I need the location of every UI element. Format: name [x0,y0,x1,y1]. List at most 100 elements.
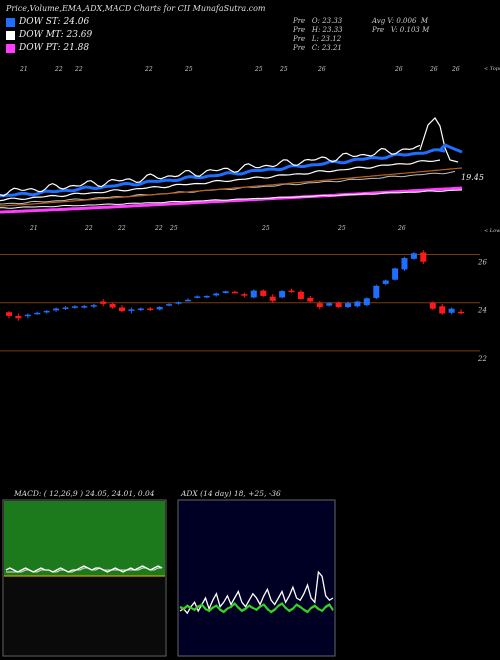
price-tick-label: 26 [477,258,487,266]
dow-st-label: DOW ST: 24.06 [19,17,90,27]
date-tick-top: 25 [184,66,193,73]
candle-body [100,301,107,304]
date-tick-top: 26 [394,66,403,73]
date-tick-top: 25 [279,66,288,73]
stat-avg-volume: Avg V: 0.006 M [372,17,429,25]
candle-body [345,303,351,308]
price-tick-label: 22 [477,355,487,363]
date-tick-top: 22 [74,66,83,73]
candle-body [213,293,220,296]
date-tick-bottom: 25 [337,225,346,232]
legend-dow-mt: DOW MT: 23.69 [6,30,92,40]
candle-body [429,302,436,309]
stat-prev-volume: Pre V: 0.103 M [372,26,430,34]
macd-green-fill [4,501,165,576]
candle-body [166,304,173,306]
candle-body [175,302,182,304]
candle-body [316,303,323,308]
candle-body [288,290,295,293]
dow-pt-label: DOW PT: 21.88 [19,43,90,53]
date-tick-bottom: 22 [84,225,93,232]
chart-title: Price,Volume,EMA,ADX,MACD Charts for CII… [6,4,266,13]
candle-body [156,307,163,310]
candle-body [297,291,304,299]
macd-dark-fill [4,576,165,655]
stat-prev-high: Pre H: 23.33 [293,26,343,34]
ema-white-line-2 [0,159,441,202]
candle-body [62,307,69,309]
candle-body [43,310,50,313]
date-tick-bottom: 22 [117,225,126,232]
candle-body [373,285,380,298]
candle-body [119,307,125,312]
date-tick-top: 22 [144,66,153,73]
candle-body [109,303,116,308]
stat-prev-close: Pre C: 23.21 [293,44,342,52]
candle-body [392,268,399,280]
candle-body [279,291,286,298]
candle-body [260,290,267,296]
candle-body [232,291,238,294]
candle-body [81,306,88,308]
candle-body [382,280,389,284]
candle-body [448,308,455,313]
candle-body [71,306,78,308]
adx-plus-di-line [179,601,334,614]
stat-prev-open: Pre O: 23.33 [293,17,343,25]
candle-body [194,296,201,298]
date-tick-top: 25 [254,66,263,73]
date-tick-top: 21 [19,66,28,73]
date-tick-bottom: 22 [154,225,163,232]
candle-body [439,306,446,314]
candle-body [128,309,135,311]
candle-body [401,258,408,270]
candle-body [15,315,22,319]
date-tick-top: 26 [317,66,326,73]
legend-dow-pt: DOW PT: 21.88 [6,43,89,53]
candle-body [354,301,361,307]
adx-title: ADX (14 day) 18, +25, -36 [180,489,281,498]
date-tick-bottom: 26 [397,225,406,232]
candle-body [326,303,333,306]
candle-body [6,312,12,316]
dow-pt-swatch [6,43,15,53]
candle-body [410,253,417,259]
candle-body [420,252,427,262]
date-tick-top: 22 [54,66,63,73]
candle-body [222,291,229,293]
ema-white-line-3 [0,144,421,197]
tops-label: < Tops [484,66,500,72]
date-tick-bottom: 25 [261,225,270,232]
date-tick-bottom: 25 [169,225,178,232]
ema-brown-line [0,167,463,207]
ema-gray-line [0,170,456,205]
ema-last-value: 19.45 [461,173,484,182]
date-tick-top: 26 [451,66,460,73]
candle-body [307,297,314,302]
date-tick-bottom: 21 [29,225,38,232]
candle-body [363,298,370,306]
candle-body [269,296,276,301]
ema-spike-white [419,117,459,163]
candle-body [147,308,154,310]
dow-st-swatch [6,17,15,27]
candle-body [90,305,97,307]
candle-body [53,308,60,311]
candle-body [34,312,41,315]
stat-prev-low: Pre L: 23.12 [293,35,342,43]
dow-mt-label: DOW MT: 23.69 [19,30,93,40]
adx-frame [177,499,336,657]
dow-mt-swatch [6,30,15,40]
legend-dow-st: DOW ST: 24.06 [6,17,89,27]
lows-label: < Lows [484,228,500,234]
candle-body [203,295,210,298]
candle-body [137,308,144,310]
ema-blue-tail [438,143,463,154]
candle-body [184,299,191,302]
candle-body [241,294,248,296]
candle-body [335,302,342,307]
candle-body [250,290,257,298]
date-tick-top: 26 [429,66,438,73]
macd-title: MACD: ( 12,26,9 ) 24.05, 24.01, 0.04 [13,489,155,498]
candle-body [458,311,464,314]
